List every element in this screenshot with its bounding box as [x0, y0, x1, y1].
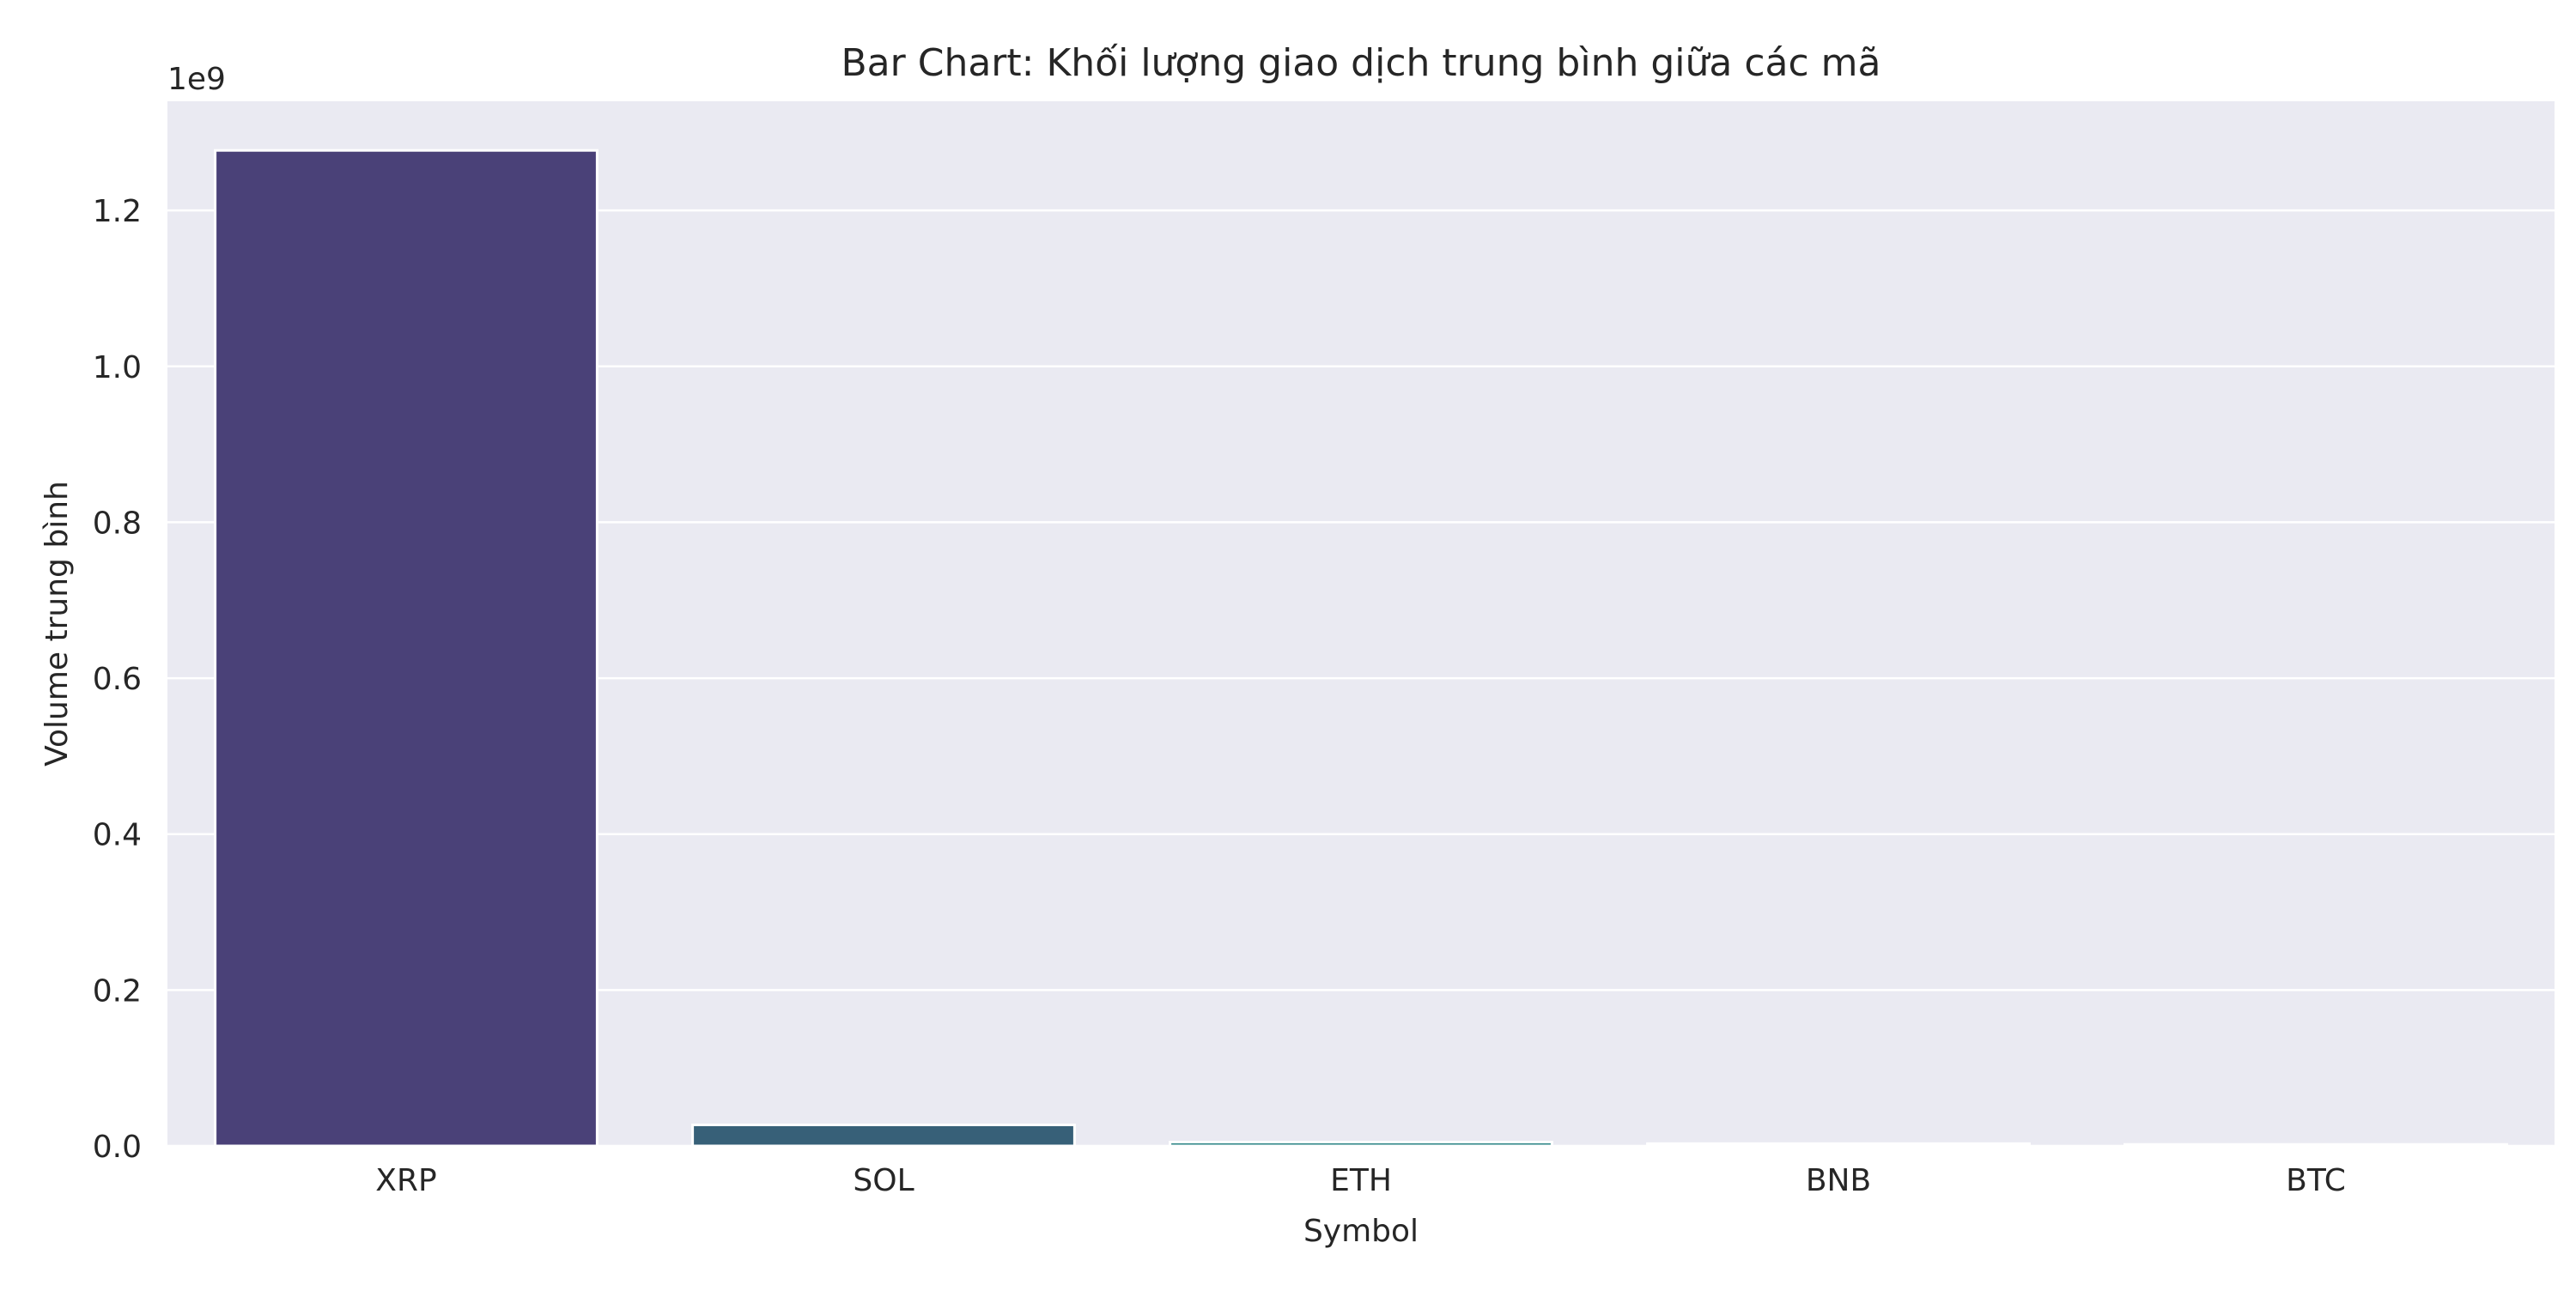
y-tick-label: 0.4 [93, 818, 142, 853]
x-tick-label: BNB [1806, 1163, 1871, 1198]
bar-xrp [214, 148, 598, 1148]
bar-eth [1169, 1140, 1553, 1148]
x-tick-label: BTC [2286, 1163, 2346, 1198]
chart-title: Bar Chart: Khối lượng giao dịch trung bì… [841, 41, 1881, 85]
x-tick-label: ETH [1330, 1163, 1392, 1198]
y-tick-label: 0.0 [93, 1130, 142, 1165]
bar-btc [2123, 1143, 2508, 1148]
y-axis-offset-label: 1e9 [167, 62, 226, 97]
y-tick-label: 0.6 [93, 662, 142, 697]
x-axis-label: Symbol [1303, 1214, 1419, 1249]
y-tick-labels: 0.0 0.2 0.4 0.6 0.8 1.0 1.2 [93, 194, 142, 1165]
y-tick-label: 1.0 [93, 350, 142, 385]
y-tick-label: 0.2 [93, 973, 142, 1009]
y-tick-label: 0.8 [93, 506, 142, 541]
bar-sol [691, 1123, 1076, 1148]
y-tick-label: 1.2 [93, 194, 142, 229]
bars [214, 148, 2508, 1148]
y-axis-label: Volume trung bình [39, 481, 75, 767]
x-tick-label: XRP [375, 1163, 436, 1198]
bar-bnb [1646, 1142, 2031, 1148]
x-tick-labels: XRP SOL ETH BNB BTC [375, 1163, 2346, 1198]
x-tick-label: SOL [853, 1163, 914, 1198]
